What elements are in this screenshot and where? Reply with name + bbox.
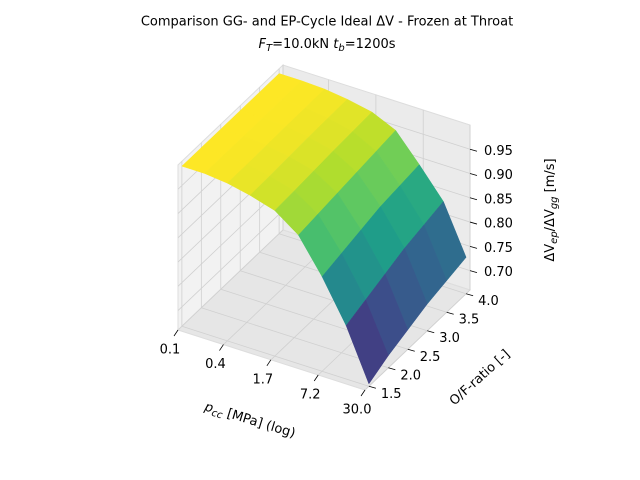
tick-mark bbox=[407, 348, 415, 352]
y-tick-label: 2.5 bbox=[420, 350, 441, 365]
z-label-part: ep bbox=[549, 231, 560, 244]
tick-mark bbox=[469, 173, 478, 176]
z-label-part: ΔV bbox=[543, 244, 558, 262]
surface bbox=[181, 73, 467, 385]
grid-line bbox=[223, 244, 329, 345]
y-tick-label: 2.0 bbox=[400, 368, 421, 383]
x-label-part: [MPa] (log) bbox=[221, 405, 297, 441]
z-tick-label: 0.90 bbox=[484, 168, 513, 183]
tick-mark bbox=[469, 197, 478, 201]
tick-mark bbox=[360, 389, 366, 397]
z-tick-label: 0.95 bbox=[484, 144, 513, 159]
subtitle-part: F bbox=[258, 37, 266, 52]
subtitle-part: T bbox=[266, 43, 273, 54]
y-tick-label: 1.5 bbox=[381, 387, 402, 402]
grid-line bbox=[177, 210, 284, 311]
x-tick-label: 7.2 bbox=[300, 387, 321, 402]
grid-line bbox=[201, 307, 389, 369]
tick-mark bbox=[313, 374, 319, 382]
tick-mark bbox=[173, 329, 179, 337]
subtitle-part: =1200s bbox=[345, 37, 396, 52]
chart-title: Comparison GG- and EP-Cycle Ideal ΔV - F… bbox=[141, 15, 513, 30]
subtitle-part: b bbox=[338, 43, 344, 54]
y-tick-label: 3.0 bbox=[439, 331, 460, 346]
z-tick-label: 0.80 bbox=[484, 217, 513, 232]
x-tick-label: 1.7 bbox=[253, 372, 274, 387]
z-label-part: gg bbox=[549, 196, 560, 209]
tick-mark bbox=[219, 344, 224, 351]
y-tick-label: 3.5 bbox=[459, 313, 480, 328]
x-tick-label: 0.4 bbox=[205, 357, 226, 372]
x-tick-label: 0.1 bbox=[160, 343, 181, 358]
y-tick-label: 4.0 bbox=[478, 294, 499, 309]
z-axis-label: ΔVep/ΔVgg [m/s] bbox=[543, 158, 561, 261]
tick-mark bbox=[446, 311, 454, 315]
z-label-part: /ΔV bbox=[543, 209, 558, 231]
y-axis-label: O/F-ratio [-] bbox=[447, 347, 513, 409]
tick-mark bbox=[266, 359, 272, 367]
subtitle-part: t bbox=[333, 37, 339, 52]
x-label-part: p bbox=[202, 399, 215, 416]
tick-mark bbox=[388, 367, 396, 371]
tick-mark bbox=[427, 330, 435, 334]
z-tick-label: 0.75 bbox=[484, 241, 513, 256]
tick-mark bbox=[466, 293, 474, 297]
ticks: 0.1 0.4 1.7 7.2 30.0 1.5 2.0 2.5 3.0 3.5 4.0 0.70 0.… bbox=[160, 144, 513, 418]
tick-mark bbox=[368, 385, 376, 389]
z-tick-label: 0.85 bbox=[484, 192, 513, 207]
tick-mark bbox=[469, 270, 478, 273]
grid-line bbox=[364, 289, 471, 391]
subtitle-part: =10.0kN bbox=[272, 37, 333, 52]
surface-patch bbox=[345, 299, 389, 385]
z-label-part: [m/s] bbox=[543, 158, 558, 196]
x-axis-label: pcc [MPa] (log) bbox=[201, 399, 297, 444]
grid-line bbox=[177, 229, 284, 331]
grid-line bbox=[181, 325, 370, 387]
z-tick-label: 0.70 bbox=[484, 265, 513, 280]
tick-mark bbox=[469, 148, 478, 152]
chart-subtitle: FT=10.0kN tb=1200s bbox=[258, 37, 395, 55]
tick-mark bbox=[469, 245, 478, 249]
tick-mark bbox=[469, 221, 478, 225]
x-label-part: cc bbox=[210, 408, 224, 422]
x-tick-label: 30.0 bbox=[343, 403, 372, 418]
